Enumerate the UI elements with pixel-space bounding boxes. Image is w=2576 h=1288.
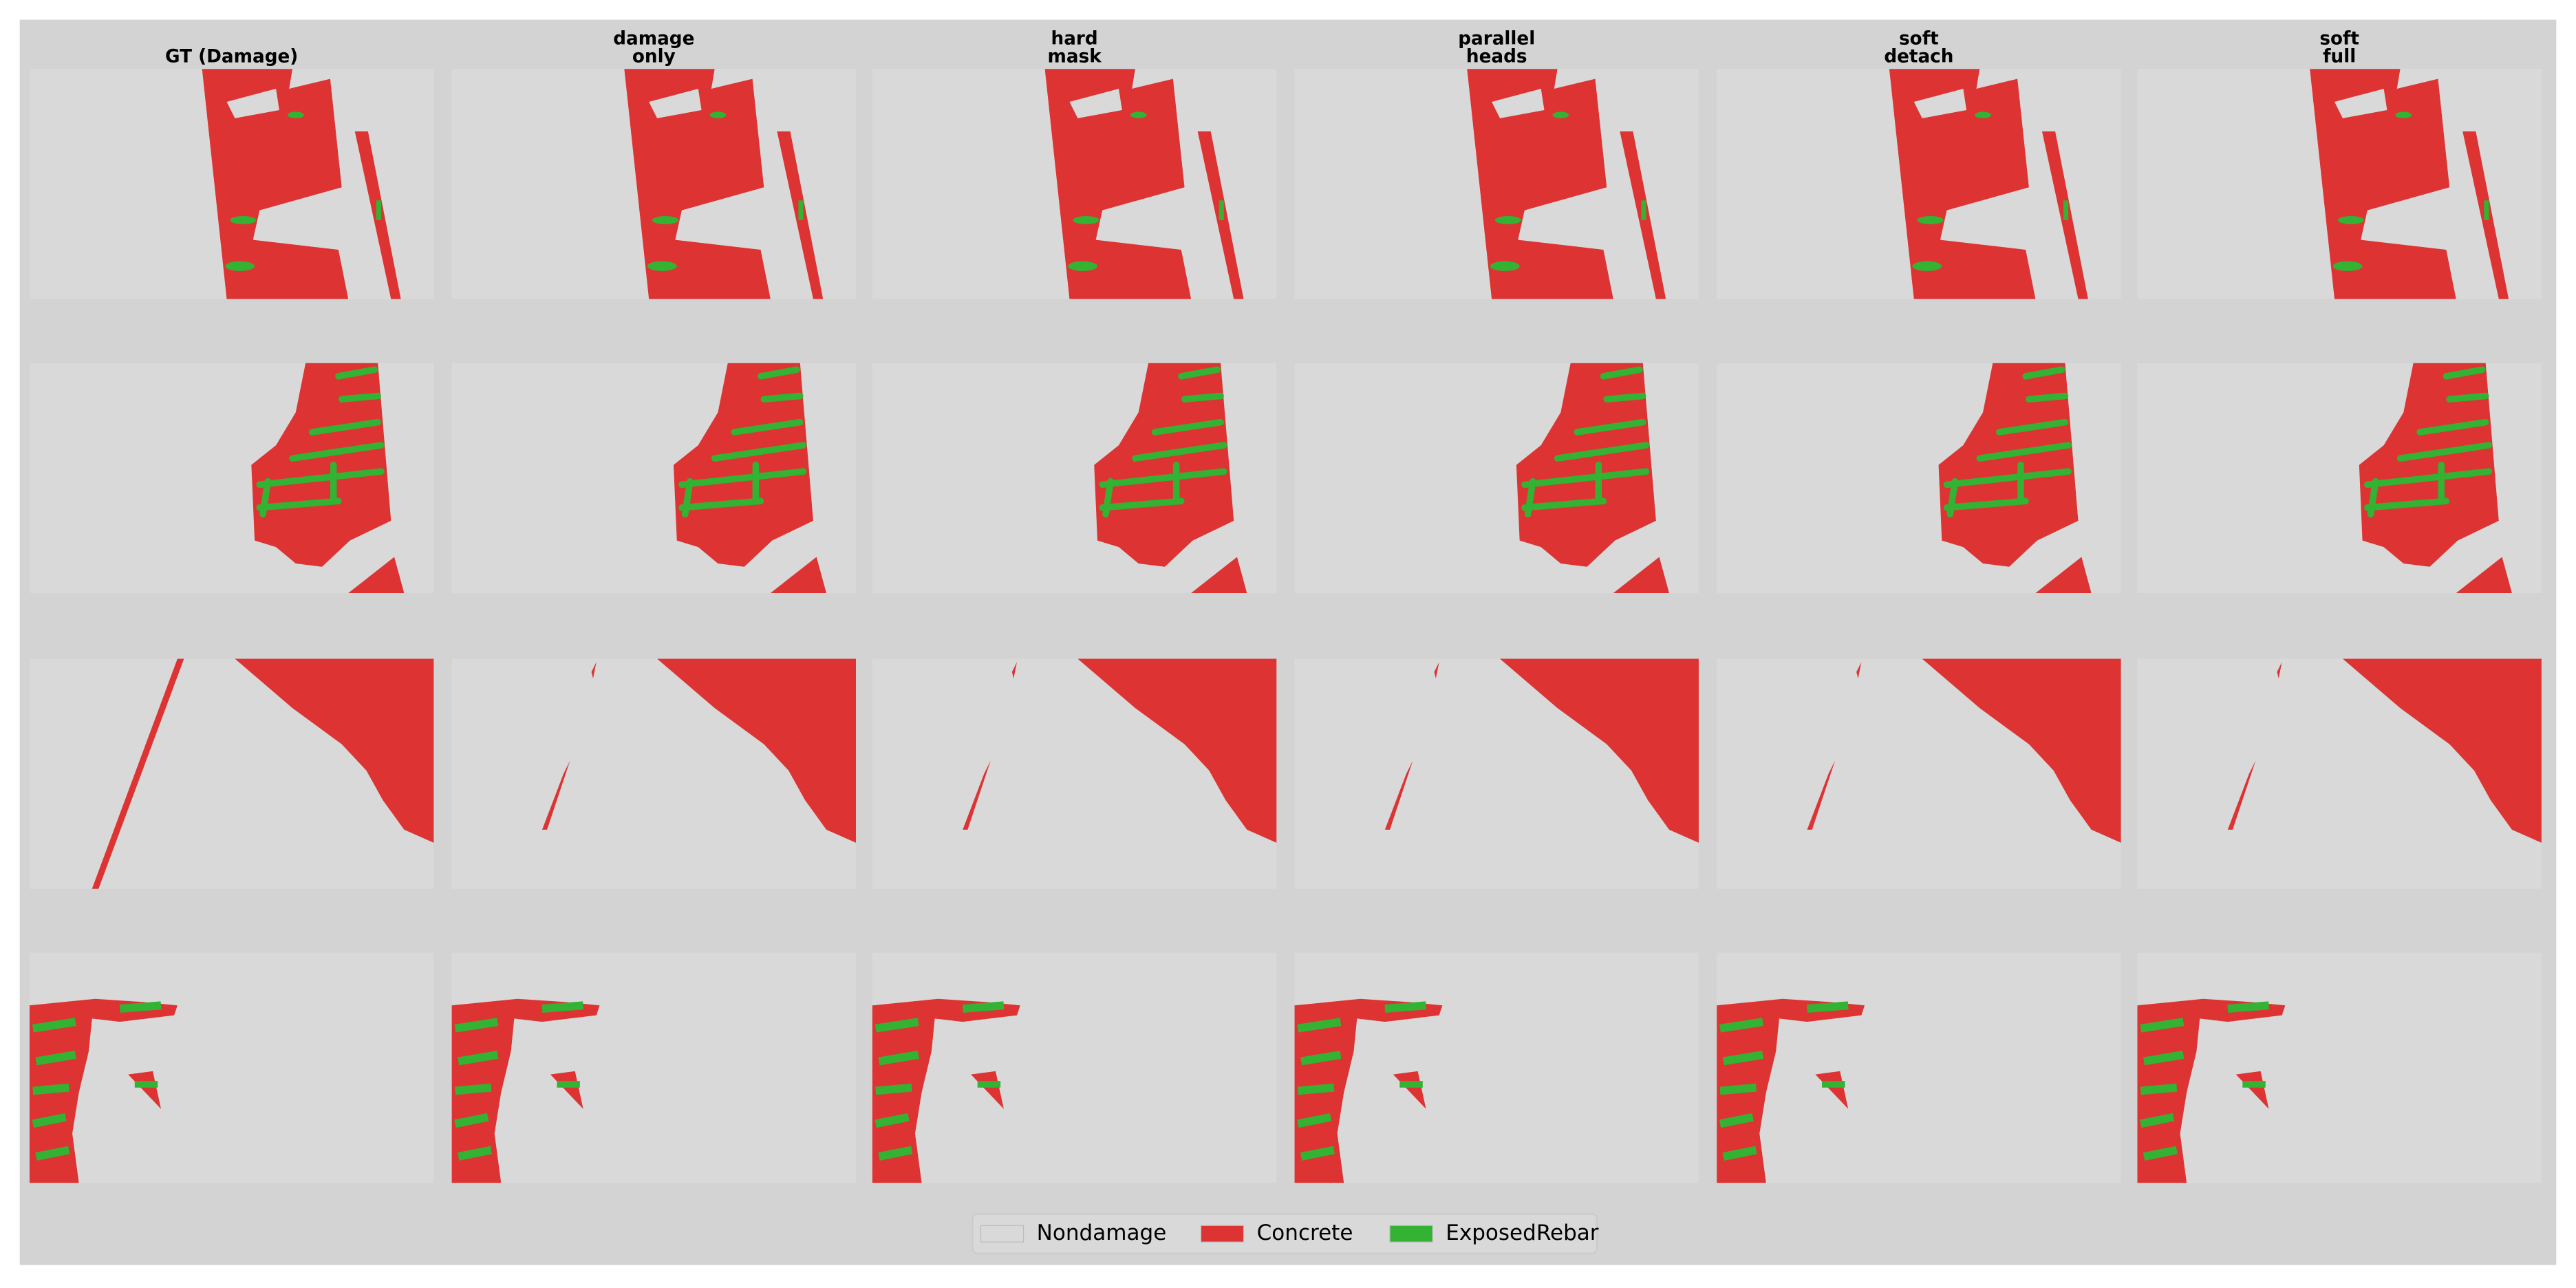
mask-panel (1717, 658, 2121, 889)
column-title-line: soft (1899, 28, 1939, 49)
mask-panel (29, 658, 434, 889)
column-title: GT (Damage) (165, 47, 298, 67)
panels (30, 69, 2542, 1183)
legend-label: ExposedRebar (1446, 1221, 1599, 1245)
legend-swatch (980, 1225, 1024, 1243)
mask-panel (2137, 952, 2542, 1183)
mask-panel (872, 658, 1277, 889)
mask-panel (1717, 952, 2121, 1183)
legend-swatch (1389, 1225, 1433, 1243)
column-title-line: damage (613, 28, 694, 49)
legend-swatch (1200, 1225, 1245, 1243)
mask-panel (451, 69, 857, 299)
mask-panel (2137, 363, 2542, 593)
column-title-line: detach (1884, 47, 1953, 67)
mask-panel (29, 363, 434, 593)
mask-panel (1294, 69, 1699, 299)
column-title-line: full (2323, 47, 2356, 67)
column-title: soft detach (1884, 28, 1953, 67)
mask-panel (1717, 69, 2121, 299)
panel-background (2137, 952, 2542, 1183)
mask-panel (1294, 658, 1699, 889)
mask-panel (872, 69, 1277, 299)
mask-panel (451, 952, 857, 1183)
mask-panel (2137, 69, 2542, 299)
panel-background (1717, 952, 2121, 1183)
column-title: parallel heads (1458, 28, 1535, 67)
mask-panel (451, 363, 857, 593)
panel-background (29, 952, 434, 1183)
mask-panel (451, 658, 857, 889)
column-titles: GT (Damage) damage only hard mask parallel hea… (165, 28, 2359, 67)
mask-panel (872, 363, 1277, 593)
figure-background (19, 19, 2557, 1265)
column-title: hard mask (1048, 28, 1102, 67)
column-title-line: hard (1051, 28, 1098, 49)
legend-label: Concrete (1257, 1221, 1353, 1245)
legend-label: Nondamage (1037, 1221, 1167, 1245)
column-title-line: only (632, 47, 676, 67)
column-title-line: mask (1048, 47, 1102, 67)
column-title-line: soft (2319, 28, 2359, 49)
mask-panel (29, 69, 434, 299)
mask-panel (1294, 952, 1699, 1183)
column-title-line: parallel (1458, 28, 1535, 49)
legend: Nondamage Concrete ExposedRebar (980, 1221, 1599, 1245)
mask-panel (2137, 658, 2542, 889)
mask-panel (29, 952, 434, 1183)
panel-background (1294, 952, 1699, 1183)
panel-background (451, 952, 857, 1183)
panel-background (872, 952, 1277, 1183)
column-title-line: GT (Damage) (165, 47, 298, 67)
column-title-line: heads (1466, 47, 1527, 67)
mask-panel (1294, 363, 1699, 593)
mask-panel (1717, 363, 2121, 593)
legend-box (972, 1213, 1598, 1255)
column-title: damage only (613, 28, 694, 67)
column-title: soft full (2319, 28, 2359, 67)
mask-panel (872, 952, 1277, 1183)
